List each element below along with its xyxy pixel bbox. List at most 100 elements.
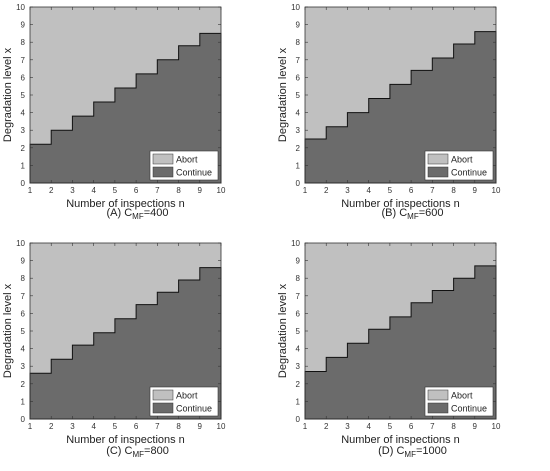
x-tick-label: 2 <box>324 422 329 431</box>
caption-suffix: =400 <box>143 207 169 219</box>
x-tick-label: 4 <box>91 422 96 431</box>
x-tick-label: 9 <box>473 186 478 195</box>
legend-label-abort: Abort <box>176 155 198 165</box>
x-tick-label: 8 <box>176 186 181 195</box>
chart-caption-c: (C) CMF=800 <box>0 445 275 459</box>
x-tick-label: 8 <box>451 186 456 195</box>
y-tick-label: 5 <box>296 91 301 100</box>
x-tick-label: 4 <box>366 186 371 195</box>
x-tick-label: 5 <box>113 422 118 431</box>
y-tick-label: 4 <box>296 109 301 118</box>
x-tick-label: 6 <box>134 186 139 195</box>
y-tick-label: 0 <box>21 415 26 424</box>
x-axis-label: Number of inspections n <box>66 198 185 210</box>
chart-caption-a: (A) CMF=400 <box>0 207 275 221</box>
legend-swatch-abort <box>152 153 174 165</box>
y-tick-label: 9 <box>21 21 26 30</box>
y-tick-label: 7 <box>296 292 301 301</box>
y-tick-label: 10 <box>291 239 300 248</box>
y-tick-label: 0 <box>296 179 301 188</box>
continue-region <box>304 265 497 420</box>
x-tick-label: 7 <box>430 422 435 431</box>
y-tick-label: 4 <box>21 345 26 354</box>
caption-subscript: MF <box>407 212 419 222</box>
caption-subscript: MF <box>132 212 144 222</box>
legend-swatch-continue <box>152 402 174 414</box>
legend-swatch-abort <box>152 389 174 401</box>
y-tick-label: 8 <box>21 274 26 283</box>
legend-swatch-continue <box>152 166 174 178</box>
y-tick-label: 3 <box>21 126 26 135</box>
chart-caption-d: (D) CMF=1000 <box>275 445 550 459</box>
chart-panel-b: 1 2 3 4 5 6 7 8 9 10 0 1 2 3 4 5 6 7 8 9 10 Number of inspect… <box>275 0 550 235</box>
chart-panel-d: 1 2 3 4 5 6 7 8 9 10 0 1 2 3 4 5 6 7 8 9 10 Number of inspect… <box>275 236 550 471</box>
x-axis-label: Number of inspections n <box>66 434 185 446</box>
x-tick-label: 5 <box>388 186 393 195</box>
x-tick-label: 7 <box>155 186 160 195</box>
legend-label-continue: Continue <box>451 168 487 178</box>
y-tick-label: 5 <box>296 327 301 336</box>
caption-suffix: =800 <box>144 445 169 457</box>
x-tick-label: 7 <box>430 186 435 195</box>
x-tick-label: 1 <box>303 422 308 431</box>
y-tick-label: 2 <box>296 380 301 389</box>
x-tick-label: 1 <box>28 422 33 431</box>
x-tick-label: 6 <box>409 186 414 195</box>
x-tick-label: 2 <box>49 186 54 195</box>
y-tick-label: 1 <box>21 397 26 406</box>
caption-subscript: MF <box>404 450 416 460</box>
y-tick-label: 4 <box>296 345 301 354</box>
legend-label-abort: Abort <box>176 391 198 401</box>
legend-swatch-abort <box>427 389 449 401</box>
y-tick-label: 2 <box>21 380 26 389</box>
y-tick-label: 3 <box>296 126 301 135</box>
caption-prefix: (B) C <box>381 207 408 219</box>
continue-region <box>29 32 222 184</box>
y-tick-label: 9 <box>296 21 301 30</box>
y-axis-label: Degradation level x <box>277 283 289 378</box>
y-axis-label: Degradation level x <box>2 47 14 142</box>
y-tick-label: 5 <box>21 327 26 336</box>
x-tick-label: 10 <box>217 186 226 195</box>
y-tick-label: 7 <box>21 56 26 65</box>
x-tick-label: 9 <box>473 422 478 431</box>
y-tick-label: 0 <box>21 179 26 188</box>
x-tick-label: 4 <box>91 186 96 195</box>
y-tick-label: 6 <box>21 309 26 318</box>
x-axis-label: Number of inspections n <box>341 198 460 210</box>
x-tick-label: 9 <box>198 186 203 195</box>
y-tick-label: 10 <box>16 239 25 248</box>
y-axis-label: Degradation level x <box>2 283 14 378</box>
x-tick-label: 1 <box>28 186 33 195</box>
y-tick-label: 7 <box>21 292 26 301</box>
y-tick-label: 2 <box>296 144 301 153</box>
caption-prefix: (C) C <box>106 445 133 457</box>
y-tick-label: 3 <box>296 362 301 371</box>
caption-prefix: (A) C <box>106 207 133 219</box>
x-tick-label: 10 <box>492 186 501 195</box>
y-tick-label: 8 <box>296 38 301 47</box>
x-tick-label: 6 <box>134 422 139 431</box>
legend-label-continue: Continue <box>176 404 212 414</box>
caption-suffix: =1000 <box>415 445 447 457</box>
x-tick-label: 4 <box>366 422 371 431</box>
chart-caption-b: (B) CMF=600 <box>275 207 550 221</box>
chart-panel-a: 1 2 3 4 5 6 7 8 9 10 0 1 2 3 4 5 6 7 8 9 10 Number of inspect… <box>0 0 275 235</box>
y-tick-label: 9 <box>296 257 301 266</box>
y-tick-label: 5 <box>21 91 26 100</box>
x-tick-label: 10 <box>217 422 226 431</box>
x-tick-label: 3 <box>345 186 350 195</box>
chart-panel-c: 1 2 3 4 5 6 7 8 9 10 0 1 2 3 4 5 6 7 8 9 10 Number of inspect… <box>0 236 275 471</box>
legend-swatch-continue <box>427 402 449 414</box>
legend-label-abort: Abort <box>451 155 473 165</box>
legend-label-abort: Abort <box>451 391 473 401</box>
x-axis-label: Number of inspections n <box>341 434 460 446</box>
x-tick-label: 2 <box>324 186 329 195</box>
x-tick-label: 3 <box>70 422 75 431</box>
caption-suffix: =600 <box>418 207 444 219</box>
legend-swatch-continue <box>427 166 449 178</box>
continue-region <box>304 31 497 184</box>
y-tick-label: 8 <box>296 274 301 283</box>
